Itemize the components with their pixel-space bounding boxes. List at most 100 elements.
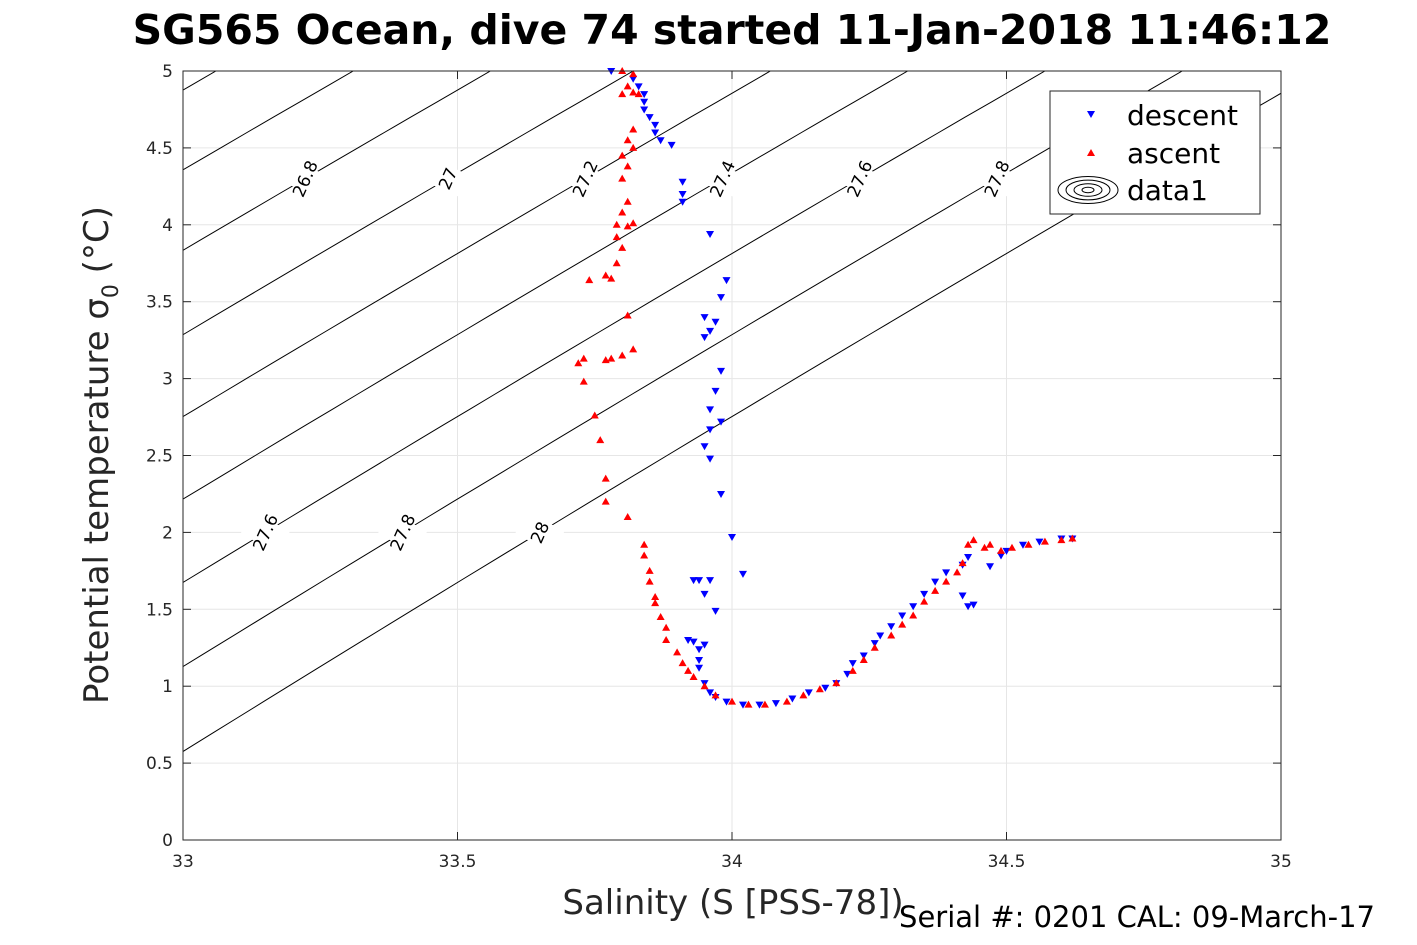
isopycnal-26.2 <box>0 71 68 840</box>
data-point-ascent <box>656 612 665 620</box>
x-tick-label: 34 <box>721 852 743 872</box>
data-point-descent <box>1035 538 1044 546</box>
data-point-ascent <box>634 90 643 98</box>
legend-box <box>1049 90 1261 215</box>
data-point-ascent <box>1057 536 1066 544</box>
data-point-ascent <box>728 697 736 705</box>
y-tick-label: 2 <box>162 523 173 543</box>
data-point-ascent <box>618 90 627 98</box>
data-point-ascent <box>1068 534 1077 542</box>
isopycnal-27.8 <box>183 71 1183 668</box>
data-point-descent <box>821 684 830 692</box>
data-point-descent <box>870 640 879 648</box>
contour-label-bg <box>560 158 611 199</box>
data-point-descent <box>711 318 720 326</box>
data-point-descent <box>695 657 704 665</box>
data-point-descent <box>706 327 715 335</box>
y-tick-label: 0 <box>162 831 173 851</box>
data-point-ascent <box>623 197 632 205</box>
data-point-descent <box>678 178 687 186</box>
grid-lines <box>182 70 1282 841</box>
y-axis-title-unit: (°C) <box>77 206 117 284</box>
data-point-descent <box>695 646 704 654</box>
data-point-descent <box>629 75 638 83</box>
data-point-ascent <box>887 631 896 639</box>
data-point-ascent <box>601 356 610 364</box>
chart-title: SG565 Ocean, dive 74 started 11-Jan-2018… <box>132 6 1332 54</box>
contour-label-bg <box>422 158 473 199</box>
legend: descent ascent data1 <box>1049 90 1261 215</box>
data-point-ascent <box>645 566 654 574</box>
data-point-descent <box>640 91 649 99</box>
isopycnal-27 <box>183 71 634 336</box>
y-tick-label: 1.5 <box>146 600 173 620</box>
data-point-ascent <box>942 577 951 585</box>
data-point-descent <box>771 700 780 708</box>
data-point-descent <box>634 83 643 91</box>
data-point-descent <box>695 577 704 585</box>
data-point-ascent <box>964 540 973 548</box>
data-point-ascent <box>601 271 610 279</box>
data-point-ascent <box>629 219 638 227</box>
data-point-descent <box>909 603 918 611</box>
x-tick-label: 33 <box>172 852 194 872</box>
data-point-descent <box>651 121 660 129</box>
data-point-ascent <box>579 354 588 362</box>
y-tick-label: 1 <box>162 677 173 697</box>
data-point-ascent <box>618 243 627 251</box>
data-point-descent <box>700 314 709 322</box>
data-point-ascent <box>1024 540 1033 548</box>
data-point-descent <box>717 418 726 426</box>
data-point-ascent <box>859 656 868 664</box>
data-point-ascent <box>618 174 627 182</box>
data-point-ascent <box>958 559 967 567</box>
contour-label-bg <box>697 158 748 199</box>
data-point-descent <box>678 191 687 199</box>
data-point-descent <box>640 98 649 106</box>
y-tick-label: 3.5 <box>146 293 173 313</box>
data-point-descent <box>678 198 687 206</box>
data-point-ascent <box>848 666 857 674</box>
data-point-descent <box>717 367 726 375</box>
data-point-ascent <box>678 659 687 667</box>
data-point-ascent <box>629 88 638 96</box>
series-ascent <box>574 67 1077 708</box>
contour-label-bg <box>240 512 291 553</box>
data-point-ascent <box>673 648 682 656</box>
data-point-ascent <box>640 551 649 559</box>
contour-label-bg <box>377 512 428 553</box>
data-point-descent <box>711 387 720 395</box>
data-point-ascent <box>870 643 879 651</box>
data-point-descent <box>667 141 676 149</box>
data-point-descent <box>640 106 649 114</box>
legend-marker-descent <box>1087 111 1095 118</box>
data-point-descent <box>656 137 665 145</box>
legend-label-ascent: ascent <box>1127 137 1220 170</box>
data-point-descent <box>738 701 747 709</box>
legend-marker-ascent <box>1087 149 1095 156</box>
data-point-ascent <box>596 436 605 444</box>
data-point-ascent <box>618 208 627 216</box>
data-point-descent <box>706 455 715 463</box>
data-point-ascent <box>623 311 632 319</box>
data-point-descent <box>722 277 731 285</box>
data-point-ascent <box>651 592 660 600</box>
data-point-descent <box>706 406 715 414</box>
legend-marker-data1 <box>1081 186 1095 194</box>
data-point-descent <box>931 578 940 586</box>
data-point-descent <box>645 114 654 122</box>
data-point-ascent <box>651 599 660 607</box>
data-point-ascent <box>799 691 808 699</box>
data-point-descent <box>876 632 885 640</box>
x-tick-label: 35 <box>1270 852 1292 872</box>
data-point-ascent <box>898 620 907 628</box>
x-tick-label: 33.5 <box>439 852 477 872</box>
y-tick-label: 4 <box>162 216 173 236</box>
data-point-ascent <box>623 513 632 521</box>
data-point-ascent <box>612 220 621 228</box>
data-point-ascent <box>931 586 940 594</box>
data-point-ascent <box>612 233 621 241</box>
